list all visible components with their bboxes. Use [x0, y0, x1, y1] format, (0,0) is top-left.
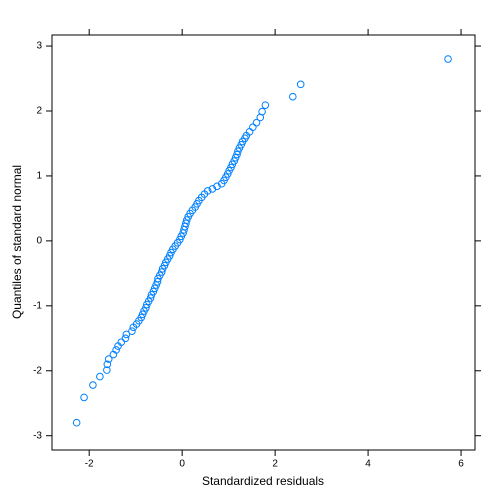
point — [128, 327, 136, 335]
point — [89, 381, 97, 389]
point — [142, 303, 150, 312]
point — [72, 418, 81, 427]
point — [444, 55, 452, 63]
point — [296, 80, 305, 89]
y-tick-label: 3 — [36, 41, 42, 52]
point — [288, 92, 297, 101]
point — [121, 334, 130, 343]
point — [117, 338, 126, 346]
point — [261, 101, 270, 109]
point — [104, 355, 113, 363]
x-tick-label: 4 — [365, 459, 371, 470]
point — [103, 366, 111, 374]
y-tick-label: -3 — [33, 430, 42, 441]
point — [122, 330, 131, 339]
x-tick-label: 2 — [272, 459, 278, 470]
point — [182, 219, 190, 228]
x-axis-title: Standardized residuals — [202, 474, 324, 488]
point — [80, 393, 88, 402]
point — [153, 277, 162, 286]
point — [112, 346, 120, 354]
point — [146, 294, 155, 302]
point — [258, 107, 266, 116]
point — [103, 360, 112, 369]
point — [96, 372, 104, 381]
point — [233, 150, 241, 159]
y-tick-label: -1 — [33, 300, 42, 311]
point — [252, 118, 261, 127]
y-tick-label: 1 — [36, 171, 42, 182]
x-tick-label: 0 — [179, 459, 185, 470]
point — [249, 123, 257, 132]
y-tick-label: 0 — [36, 236, 42, 247]
point — [203, 187, 212, 195]
y-tick-label: 2 — [36, 106, 42, 117]
y-tick-label: -2 — [33, 365, 42, 376]
point — [157, 268, 166, 276]
x-tick-label: -2 — [85, 459, 94, 470]
x-tick-label: 6 — [458, 459, 464, 470]
y-axis-title: Quantiles of standard normal — [10, 165, 24, 319]
plot-frame — [51, 34, 476, 451]
